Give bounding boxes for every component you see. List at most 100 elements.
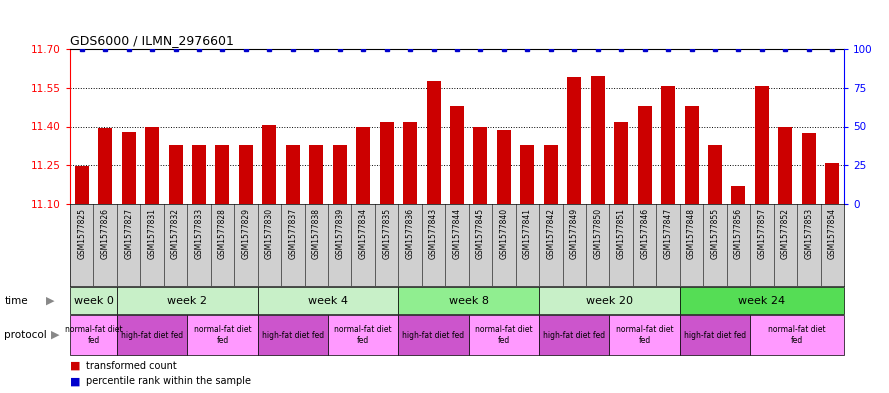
Bar [755,86,769,204]
Text: GSM1577843: GSM1577843 [429,208,438,259]
Bar [779,127,792,204]
Bar [450,106,464,204]
Bar [750,315,844,355]
Text: ■: ■ [70,376,81,386]
Bar [188,315,258,355]
Text: ▶: ▶ [46,296,55,305]
Bar [590,76,605,204]
Bar [309,145,324,204]
Bar [258,315,328,355]
Text: GSM1577827: GSM1577827 [124,208,133,259]
Text: high-fat diet fed: high-fat diet fed [121,331,183,340]
Text: week 8: week 8 [449,296,489,305]
Text: GSM1577828: GSM1577828 [218,208,227,259]
Text: time: time [4,296,28,305]
Bar [380,122,394,204]
Text: high-fat diet fed: high-fat diet fed [684,331,746,340]
Bar [661,86,675,204]
Text: percentile rank within the sample: percentile rank within the sample [86,376,251,386]
Text: GSM1577830: GSM1577830 [265,208,274,259]
Bar [215,145,229,204]
Text: GDS6000 / ILMN_2976601: GDS6000 / ILMN_2976601 [70,34,234,47]
Text: GSM1577857: GSM1577857 [757,208,766,259]
Text: GSM1577836: GSM1577836 [405,208,414,259]
Text: GSM1577848: GSM1577848 [687,208,696,259]
Bar [708,145,722,204]
Text: protocol: protocol [4,330,47,340]
Text: GSM1577849: GSM1577849 [570,208,579,259]
Text: high-fat diet fed: high-fat diet fed [403,331,465,340]
Text: GSM1577841: GSM1577841 [523,208,532,259]
Bar [544,145,558,204]
Text: GSM1577852: GSM1577852 [781,208,789,259]
Text: GSM1577839: GSM1577839 [335,208,344,259]
Text: normal-fat diet
fed: normal-fat diet fed [65,325,123,345]
Text: week 2: week 2 [167,296,207,305]
Text: high-fat diet fed: high-fat diet fed [261,331,324,340]
Text: GSM1577835: GSM1577835 [382,208,391,259]
Text: GSM1577837: GSM1577837 [288,208,297,259]
Bar [239,145,253,204]
Bar [497,130,511,204]
Text: normal-fat diet
fed: normal-fat diet fed [475,325,533,345]
Text: normal-fat diet
fed: normal-fat diet fed [768,325,826,345]
Text: GSM1577826: GSM1577826 [100,208,109,259]
Bar [98,128,112,204]
Text: GSM1577846: GSM1577846 [640,208,649,259]
Text: GSM1577854: GSM1577854 [828,208,837,259]
Bar [539,287,680,314]
Text: high-fat diet fed: high-fat diet fed [543,331,605,340]
Text: transformed count: transformed count [86,361,177,371]
Text: GSM1577834: GSM1577834 [358,208,368,259]
Bar [117,287,258,314]
Bar [732,186,746,204]
Text: GSM1577845: GSM1577845 [476,208,485,259]
Bar [285,145,300,204]
Bar [520,145,534,204]
Text: week 4: week 4 [308,296,348,305]
Text: GSM1577847: GSM1577847 [663,208,673,259]
Text: GSM1577840: GSM1577840 [500,208,509,259]
Bar [122,132,136,204]
Text: week 24: week 24 [739,296,786,305]
Text: GSM1577838: GSM1577838 [312,208,321,259]
Bar [75,166,89,204]
Bar [70,315,117,355]
Bar [539,315,610,355]
Text: GSM1577853: GSM1577853 [805,208,813,259]
Text: GSM1577829: GSM1577829 [242,208,251,259]
Text: GSM1577851: GSM1577851 [617,208,626,259]
Bar [680,287,844,314]
Text: GSM1577831: GSM1577831 [148,208,156,259]
Text: GSM1577833: GSM1577833 [195,208,204,259]
Bar [427,81,441,204]
Bar [117,315,188,355]
Bar [474,127,487,204]
Bar [398,315,469,355]
Bar [614,122,629,204]
Bar [567,77,581,204]
Bar [610,315,680,355]
Text: ■: ■ [70,361,81,371]
Bar [403,122,417,204]
Bar [169,145,182,204]
Text: week 20: week 20 [586,296,633,305]
Text: normal-fat diet
fed: normal-fat diet fed [616,325,674,345]
Text: GSM1577832: GSM1577832 [171,208,180,259]
Bar [825,163,839,204]
Bar [469,315,539,355]
Text: GSM1577856: GSM1577856 [734,208,743,259]
Bar [192,145,206,204]
Text: GSM1577842: GSM1577842 [547,208,556,259]
Bar [328,315,398,355]
Bar [680,315,750,355]
Bar [262,125,276,204]
Text: normal-fat diet
fed: normal-fat diet fed [334,325,392,345]
Bar [637,106,652,204]
Text: normal-fat diet
fed: normal-fat diet fed [194,325,252,345]
Bar [398,287,539,314]
Text: week 0: week 0 [74,296,114,305]
Text: GSM1577825: GSM1577825 [77,208,86,259]
Text: GSM1577850: GSM1577850 [593,208,602,259]
Bar [332,145,347,204]
